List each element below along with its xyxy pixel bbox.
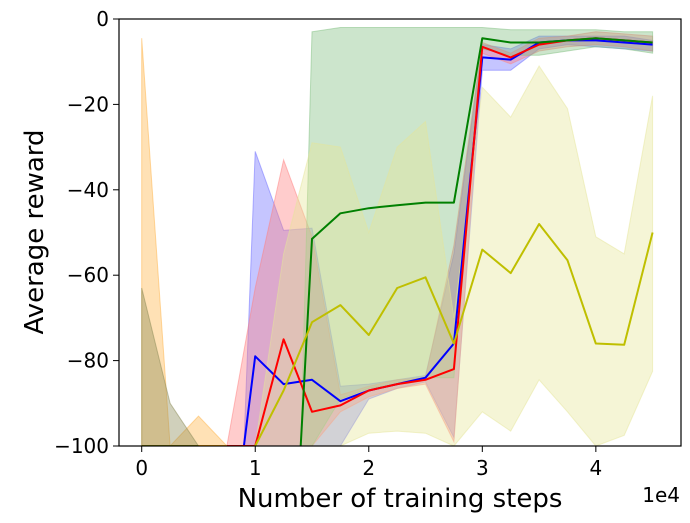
plot-frame <box>118 18 682 447</box>
series-lines <box>141 37 654 446</box>
x-axis: 0 1 2 3 4 <box>135 446 602 480</box>
x-tick-label: 0 <box>135 456 148 480</box>
y-axis: 0 −20 −40 −60 −80 −100 <box>54 7 119 458</box>
series-line-3 <box>254 223 654 446</box>
x-axis-title: Number of training steps <box>238 484 563 514</box>
x-tick-label: 1 <box>249 456 262 480</box>
y-tick-label: −40 <box>67 178 109 202</box>
x-axis-offset-label: 1e4 <box>642 483 680 507</box>
y-tick-label: 0 <box>96 7 109 31</box>
x-tick-label: 2 <box>362 456 375 480</box>
series-line-0 <box>242 39 653 446</box>
confidence-band-4 <box>141 38 228 446</box>
y-tick-label: −20 <box>67 92 109 116</box>
x-tick-label: 4 <box>589 456 602 480</box>
y-tick-label: −100 <box>54 434 109 458</box>
y-axis-title: Average reward <box>20 129 50 334</box>
y-tick-label: −80 <box>67 349 109 373</box>
confidence-band-5 <box>141 287 200 446</box>
series-line-2 <box>299 37 653 446</box>
y-tick-label: −60 <box>67 263 109 287</box>
x-tick-label: 3 <box>476 456 489 480</box>
